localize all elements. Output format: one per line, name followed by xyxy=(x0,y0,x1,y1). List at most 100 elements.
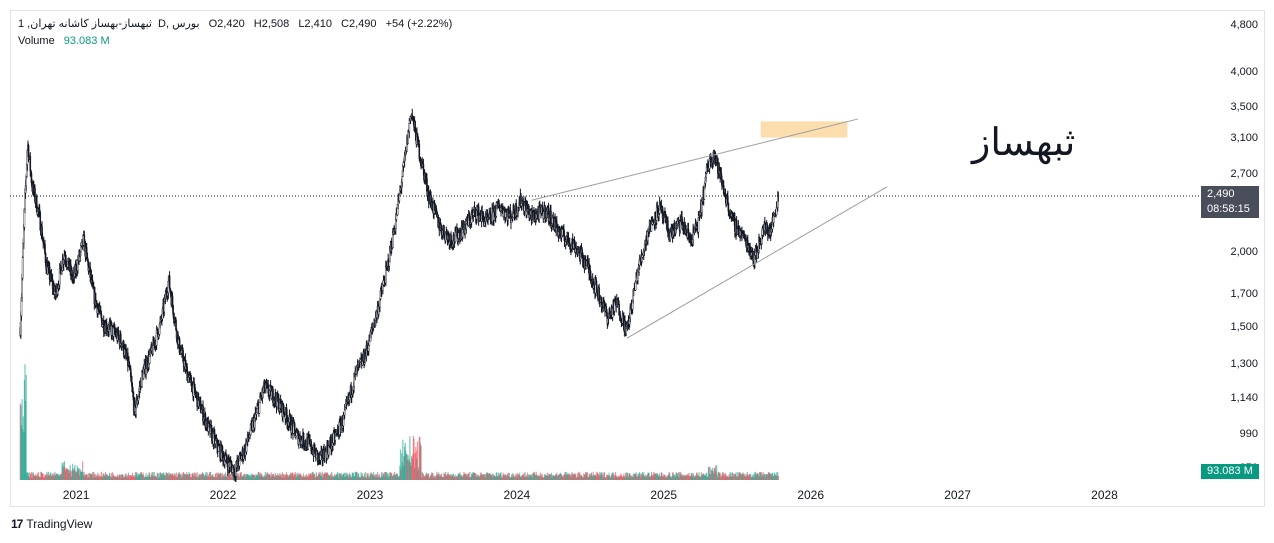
target-zone[interactable] xyxy=(760,121,848,138)
low-value: L2,410 xyxy=(298,18,332,30)
volume-bar xyxy=(729,472,731,480)
volume-bar xyxy=(145,473,147,480)
candle-body xyxy=(168,275,171,289)
volume-bar xyxy=(378,473,380,480)
candle-body xyxy=(175,319,177,331)
volume-bar xyxy=(750,473,752,480)
volume-bar xyxy=(428,473,430,480)
volume-value: 93.083 M xyxy=(63,35,110,47)
candle-body xyxy=(402,162,405,167)
volume-bar xyxy=(716,464,718,480)
candle-body xyxy=(293,423,296,430)
candle-body xyxy=(714,155,717,161)
symbol-legend[interactable]: 1 ,ثبهساز-بهساز کاشانه تهران D, بورس O2,4… xyxy=(18,17,458,30)
volume-bar xyxy=(352,472,355,480)
volume-bar xyxy=(110,473,112,480)
price-tick-label: 1,300 xyxy=(1230,357,1258,370)
close-value: C2,490 xyxy=(341,18,377,30)
volume-bar xyxy=(230,474,232,480)
volume-bar xyxy=(314,474,316,480)
volume-bar xyxy=(264,471,266,480)
volume-bar xyxy=(664,474,666,480)
volume-bar xyxy=(475,473,477,480)
price-tick-label: 1,500 xyxy=(1230,320,1258,333)
candle-body xyxy=(408,123,411,133)
candle-body xyxy=(367,344,370,352)
volume-bar xyxy=(153,472,155,480)
volume-bar xyxy=(97,472,99,480)
candle-body xyxy=(119,334,122,344)
branding-text: TradingView xyxy=(26,517,93,531)
price-tick-label: 2,000 xyxy=(1230,245,1258,258)
volume-bar xyxy=(677,472,680,480)
lower-trendline[interactable] xyxy=(626,186,888,339)
volume-bar xyxy=(83,472,85,480)
volume-bar xyxy=(402,439,404,480)
volume-bar xyxy=(735,472,737,480)
price-tick-label: 1,700 xyxy=(1230,288,1258,301)
change-value: +54 (+2.22%) xyxy=(385,18,453,30)
volume-bar xyxy=(176,472,178,480)
price-chart[interactable] xyxy=(10,10,1200,482)
candle-body xyxy=(756,251,759,259)
volume-bar xyxy=(500,472,502,480)
volume-bar xyxy=(603,472,606,480)
volume-bar xyxy=(148,473,151,480)
candle-body xyxy=(156,328,159,333)
price-tick-label: 1,140 xyxy=(1230,391,1258,404)
time-tick-label: 2028 xyxy=(1091,488,1118,502)
volume-bar xyxy=(131,473,134,480)
drawings-layer[interactable] xyxy=(531,118,888,339)
volume-bar xyxy=(356,471,358,480)
last-volume-badge: 93.083 M xyxy=(1201,464,1259,479)
volume-bar xyxy=(760,472,762,480)
volume-bar xyxy=(508,472,510,480)
candle-body xyxy=(418,143,421,159)
volume-bar xyxy=(196,471,198,480)
volume-bar xyxy=(292,472,294,480)
volume-bar xyxy=(195,473,197,480)
volume-legend[interactable]: Volume 93.083 M xyxy=(18,35,110,47)
candle-body xyxy=(556,221,558,229)
volume-bar xyxy=(100,471,102,480)
volume-bar xyxy=(387,473,389,480)
volume-bar xyxy=(526,472,529,480)
candle-body xyxy=(461,229,464,238)
tradingview-logo[interactable]: 17 TradingView xyxy=(11,517,92,531)
time-tick-label: 2025 xyxy=(650,488,678,502)
price-tick-label: 4,000 xyxy=(1230,66,1258,79)
candle-body xyxy=(679,220,682,231)
volume-bar xyxy=(215,473,217,480)
volume-bar xyxy=(152,471,154,480)
volume-bar xyxy=(337,474,339,480)
upper-trendline[interactable] xyxy=(531,118,858,201)
volume-bar xyxy=(706,472,708,480)
interval-exchange: D, بورس xyxy=(158,18,200,30)
volume-bar xyxy=(210,471,212,480)
price-tick-label: 3,500 xyxy=(1230,100,1258,113)
volume-bar xyxy=(708,466,710,480)
candle-body xyxy=(310,441,312,451)
volume-bar xyxy=(343,472,345,480)
volume-bar xyxy=(639,474,641,480)
volume-bar xyxy=(30,471,33,480)
volume-bar xyxy=(469,471,471,480)
volume-bar xyxy=(372,471,375,480)
candle-body xyxy=(504,211,507,218)
chart-text-annotation[interactable]: ثبهساز xyxy=(972,120,1076,164)
volume-bar xyxy=(220,473,222,480)
volume-bar xyxy=(367,473,369,480)
volume-bar xyxy=(42,473,44,480)
chart-frame xyxy=(10,10,1265,507)
volume-bar xyxy=(648,472,650,480)
volume-bar xyxy=(491,473,493,480)
volume-bar xyxy=(709,467,711,480)
volume-bar xyxy=(50,472,52,480)
volume-bar xyxy=(515,473,517,480)
candle-body xyxy=(422,164,425,170)
symbol-name[interactable]: 1 ,ثبهساز-بهساز کاشانه تهران xyxy=(18,18,152,30)
volume-bar xyxy=(270,472,272,480)
candle-body xyxy=(44,243,46,254)
volume-bar xyxy=(86,474,88,480)
candlestick-series xyxy=(19,108,780,482)
